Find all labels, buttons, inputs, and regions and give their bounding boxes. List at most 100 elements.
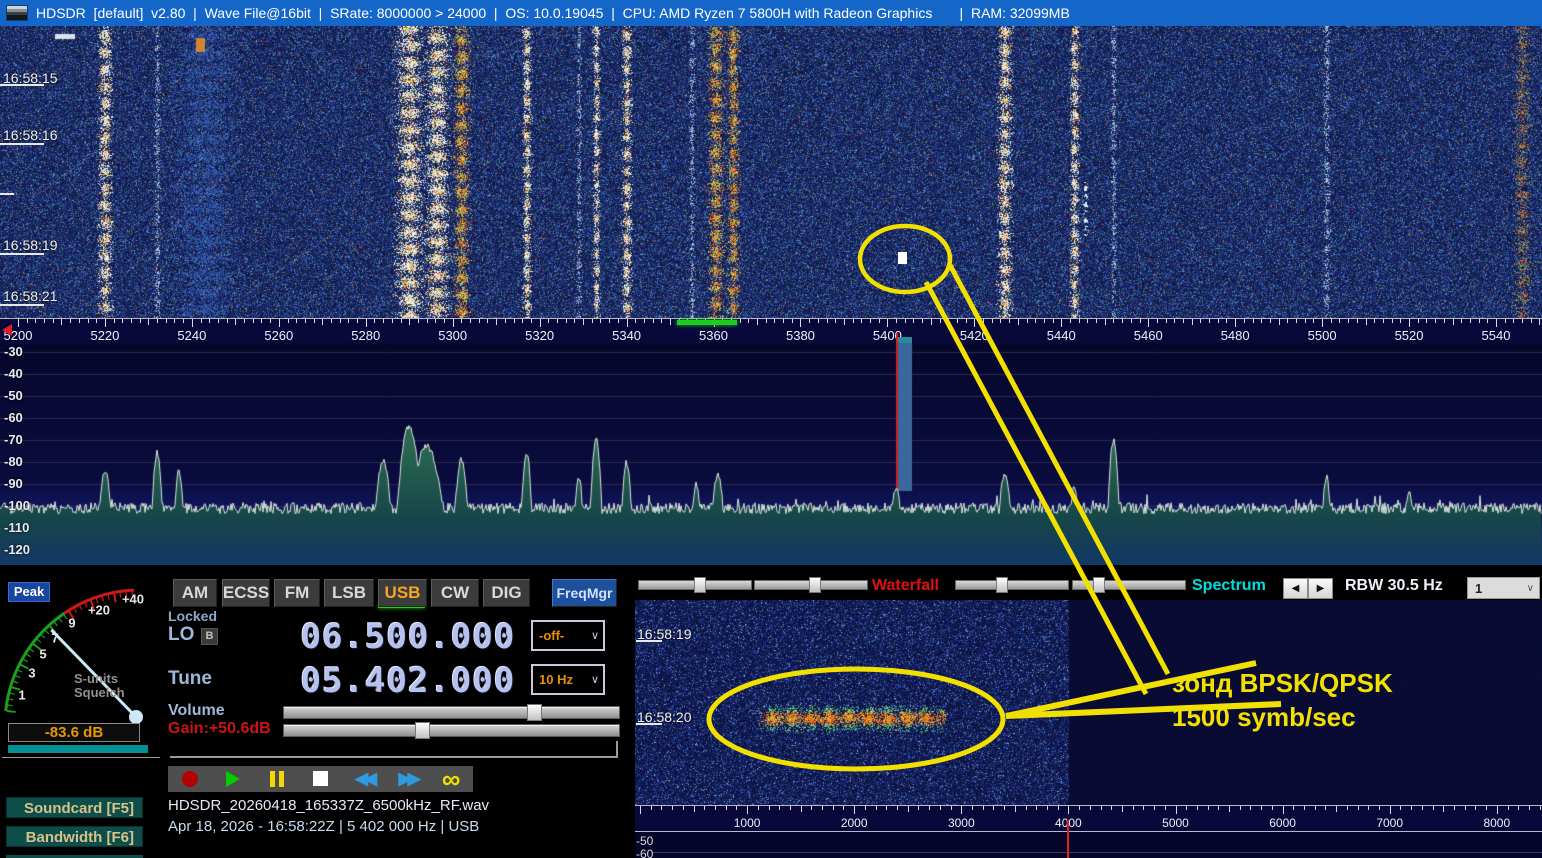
scale-tick bbox=[843, 806, 845, 810]
scale-tick bbox=[826, 319, 828, 323]
pause-button[interactable] bbox=[262, 770, 292, 788]
scale-tick bbox=[1539, 319, 1541, 325]
slider-knob[interactable] bbox=[809, 577, 821, 593]
scale-tick bbox=[768, 806, 770, 810]
gain-slider-knob[interactable] bbox=[415, 722, 431, 739]
slider-knob[interactable] bbox=[694, 577, 706, 593]
mode-button-usb[interactable]: USB bbox=[378, 579, 427, 607]
meter-tick bbox=[89, 600, 95, 610]
scale-tick bbox=[1330, 319, 1332, 323]
slider-knob[interactable] bbox=[996, 577, 1008, 593]
scale-tick bbox=[600, 319, 602, 323]
meter-tick bbox=[22, 658, 28, 663]
meter-scale-label: +40 bbox=[121, 591, 145, 607]
volume-slider[interactable] bbox=[283, 704, 620, 721]
timestamp-tick bbox=[0, 193, 14, 195]
mode-button-dig[interactable]: DIG bbox=[483, 579, 530, 607]
waterfall-timestamp: 16:58:19 bbox=[3, 237, 58, 253]
timestamp-tick bbox=[0, 253, 44, 255]
gridline bbox=[653, 852, 1542, 853]
peak-toggle-button[interactable]: Peak bbox=[8, 582, 50, 602]
record-button[interactable] bbox=[175, 770, 205, 788]
scale-tick bbox=[565, 319, 567, 323]
meter-tick bbox=[6, 709, 16, 713]
mode-button-cw[interactable]: CW bbox=[431, 579, 479, 607]
scale-tick bbox=[191, 319, 193, 327]
scale-tick bbox=[1046, 806, 1048, 810]
scale-tick bbox=[1409, 319, 1411, 327]
zoom-dropdown[interactable]: 1 ∨ bbox=[1467, 577, 1540, 599]
scale-tick bbox=[548, 319, 550, 323]
spectrum-upper-slider[interactable] bbox=[955, 577, 1069, 593]
wav-filename: HDSDR_20260418_165337Z_6500kHz_RF.wav bbox=[168, 797, 490, 814]
scale-tick bbox=[1278, 319, 1280, 325]
gain-slider[interactable] bbox=[283, 722, 620, 739]
main-frequency-scale[interactable]: 5200 5220 5240 5260 5280 5300 5320 5340 5360 5380… bbox=[0, 318, 1542, 344]
scale-left-marker-icon bbox=[2, 324, 12, 336]
frequency-label: 5280 bbox=[351, 328, 381, 343]
lo-b-button[interactable]: B bbox=[201, 628, 218, 645]
rbw-decrease-button[interactable]: ◀ bbox=[1283, 578, 1308, 599]
lo-step-dropdown[interactable]: -off- ∨ bbox=[531, 620, 605, 651]
mode-button-am[interactable]: AM bbox=[173, 579, 217, 607]
fast-forward-button[interactable]: ▶▶ bbox=[398, 769, 421, 788]
spectrum-lower-slider[interactable] bbox=[1072, 577, 1186, 593]
scale-tick bbox=[1139, 319, 1141, 323]
band-edge-marker bbox=[1067, 820, 1069, 858]
waterfall-timestamp: 16:58:15 bbox=[3, 70, 58, 86]
scale-tick bbox=[972, 806, 973, 810]
soundcard-button[interactable]: Soundcard [F5] bbox=[6, 797, 143, 818]
freqmgr-button[interactable]: FreqMgr bbox=[552, 579, 617, 607]
titlebar: HDSDR [default] v2.80 | Wave File@16bit … bbox=[0, 0, 1542, 26]
scale-tick bbox=[148, 319, 150, 325]
scale-tick bbox=[496, 319, 498, 325]
lo-frequency-display[interactable]: 06.500.000 bbox=[300, 617, 516, 657]
waterfall-lower-slider[interactable] bbox=[754, 577, 868, 593]
scale-tick bbox=[961, 806, 963, 814]
scale-tick bbox=[113, 319, 115, 323]
scale-tick bbox=[409, 319, 411, 325]
stop-button[interactable] bbox=[305, 770, 335, 788]
scale-tick bbox=[1368, 806, 1370, 810]
meter-tick bbox=[36, 638, 42, 643]
mode-button-fm[interactable]: FM bbox=[274, 579, 320, 607]
scale-tick bbox=[1411, 806, 1413, 810]
waterfall-upper-slider[interactable] bbox=[638, 577, 752, 593]
squelch-bar[interactable] bbox=[8, 745, 148, 753]
rbw-increase-button[interactable]: ▶ bbox=[1308, 578, 1333, 599]
mode-button-lsb[interactable]: LSB bbox=[324, 579, 374, 607]
main-waterfall[interactable] bbox=[0, 26, 1542, 318]
scale-tick bbox=[35, 319, 37, 323]
record-progress-bar bbox=[170, 741, 618, 758]
mode-button-ecss[interactable]: ECSS bbox=[222, 579, 270, 607]
scale-tick bbox=[1068, 806, 1070, 814]
zoomed-waterfall[interactable] bbox=[635, 600, 1542, 805]
main-spectrum[interactable] bbox=[0, 343, 1542, 565]
scale-tick bbox=[1207, 806, 1209, 810]
tune-frequency-display[interactable]: 05.402.000 bbox=[300, 661, 516, 701]
scale-tick bbox=[1078, 319, 1080, 323]
frequency-label: 5500 bbox=[1307, 328, 1337, 343]
scale-tick bbox=[478, 319, 480, 323]
scale-tick bbox=[950, 806, 952, 810]
play-button[interactable] bbox=[218, 770, 248, 788]
scale-tick bbox=[139, 319, 141, 323]
scale-tick bbox=[640, 806, 641, 814]
slider-knob[interactable] bbox=[1093, 577, 1105, 593]
zoomed-frequency-scale[interactable]: 10002000300040005000600070008000 bbox=[635, 805, 1542, 832]
meter-tick bbox=[68, 610, 75, 620]
scale-tick bbox=[791, 319, 793, 323]
bandwidth-button[interactable]: Bandwidth [F6] bbox=[6, 826, 143, 847]
scale-tick bbox=[1148, 319, 1150, 327]
loop-button[interactable]: ∞ bbox=[441, 764, 461, 794]
tune-step-dropdown[interactable]: 10 Hz ∨ bbox=[531, 664, 605, 695]
scale-tick bbox=[1513, 319, 1515, 323]
scale-tick bbox=[652, 319, 654, 323]
scale-tick bbox=[70, 319, 72, 323]
scale-tick bbox=[1209, 319, 1211, 323]
scale-tick bbox=[1261, 806, 1263, 810]
volume-slider-knob[interactable] bbox=[527, 704, 543, 721]
scale-tick bbox=[1025, 806, 1027, 810]
rewind-button[interactable]: ◀◀ bbox=[354, 769, 377, 788]
